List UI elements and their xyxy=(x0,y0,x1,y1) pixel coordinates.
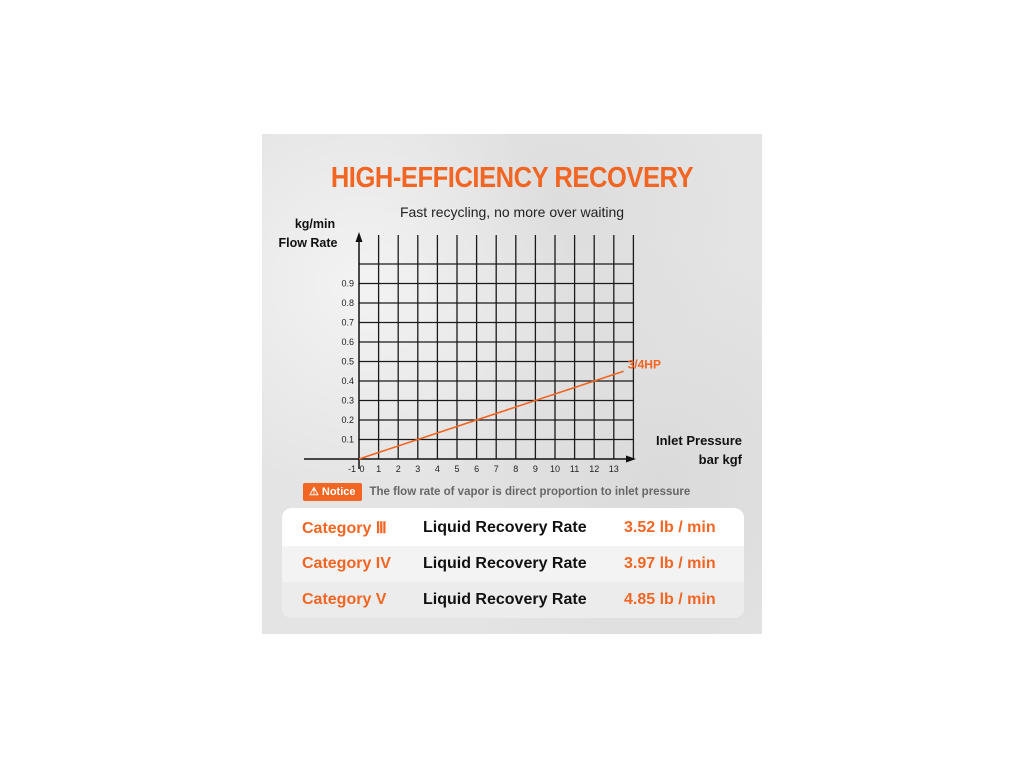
x-axis-arrow xyxy=(626,455,636,463)
x-tick-label: 6 xyxy=(474,464,479,474)
chart-tick-labels: -1 0 1 2 3 4 5 6 7 8 9 10 11 12 130.10.20.30.40.50.60.… xyxy=(341,279,618,475)
x-tick-label: 11 xyxy=(570,464,579,474)
category-label: Liquid Recovery Rate xyxy=(423,519,587,536)
category-value: 4.85 lb / min xyxy=(624,591,716,608)
table-row: Category IV Liquid Recovery Rate 3.97 lb… xyxy=(282,546,744,582)
chart-grid xyxy=(359,235,635,459)
x-tick-label: 10 xyxy=(550,464,560,474)
infographic-panel: HIGH-EFFICIENCY RECOVERY Fast recycling,… xyxy=(262,134,762,634)
category-name: Category IV xyxy=(302,555,391,572)
y-tick-label: 0.4 xyxy=(341,376,354,386)
y-axis-arrow xyxy=(355,232,363,242)
category-table: Category Ⅲ Liquid Recovery Rate 3.52 lb … xyxy=(282,508,744,618)
y-tick-label: 0.7 xyxy=(341,318,354,328)
x-axis-unit: bar kgf xyxy=(699,452,743,467)
y-tick-label: 0.5 xyxy=(341,357,354,367)
notice-badge-label: Notice xyxy=(321,486,356,498)
notice-badge: ⚠ Notice xyxy=(303,483,362,501)
flow-rate-chart: -1 0 1 2 3 4 5 6 7 8 9 10 11 12 130.10.20.30.40.50.60.… xyxy=(278,217,743,475)
table-row: Category V Liquid Recovery Rate 4.85 lb … xyxy=(282,582,744,618)
x-tick-label: 5 xyxy=(454,464,459,474)
series-line xyxy=(358,370,624,460)
category-label: Liquid Recovery Rate xyxy=(423,591,587,608)
chart-series: 3/4HP xyxy=(358,357,661,460)
series-label: 3/4HP xyxy=(628,357,661,371)
y-axis-unit: kg/min xyxy=(295,217,335,231)
y-axis-label: Flow Rate xyxy=(278,236,337,250)
chart-title: HIGH-EFFICIENCY RECOVERY xyxy=(330,162,694,194)
y-tick-label: 0.2 xyxy=(341,415,354,425)
x-tick-label: 8 xyxy=(513,464,518,474)
x-tick-label: 3 xyxy=(415,464,420,474)
x-tick-label: 9 xyxy=(533,464,538,474)
warning-icon: ⚠ xyxy=(309,486,319,498)
y-tick-label: 0.6 xyxy=(341,337,354,347)
category-label: Liquid Recovery Rate xyxy=(423,555,587,572)
x-tick-label: 4 xyxy=(435,464,440,474)
category-value: 3.97 lb / min xyxy=(624,555,716,572)
x-tick-label: -1 xyxy=(348,464,356,474)
category-value: 3.52 lb / min xyxy=(624,519,716,536)
x-tick-label: 7 xyxy=(494,464,499,474)
y-tick-label: 0.9 xyxy=(341,279,354,289)
x-tick-label: 2 xyxy=(396,464,401,474)
x-tick-label: 12 xyxy=(589,464,599,474)
chart-axes xyxy=(304,232,636,469)
x-axis-label: Inlet Pressure xyxy=(656,433,742,448)
y-tick-label: 0.3 xyxy=(341,396,354,406)
y-tick-label: 0.1 xyxy=(341,435,354,445)
y-tick-label: 0.8 xyxy=(341,298,354,308)
notice: ⚠ Notice The flow rate of vapor is direc… xyxy=(303,483,690,501)
x-tick-label: 0 xyxy=(359,464,364,474)
x-tick-label: 13 xyxy=(609,464,619,474)
category-name: Category V xyxy=(302,591,387,608)
notice-text: The flow rate of vapor is direct proport… xyxy=(369,486,691,498)
chart-subtitle: Fast recycling, no more over waiting xyxy=(399,204,625,220)
x-tick-label: 1 xyxy=(376,464,381,474)
table-row: Category Ⅲ Liquid Recovery Rate 3.52 lb … xyxy=(282,510,744,546)
category-name: Category Ⅲ xyxy=(302,520,387,537)
